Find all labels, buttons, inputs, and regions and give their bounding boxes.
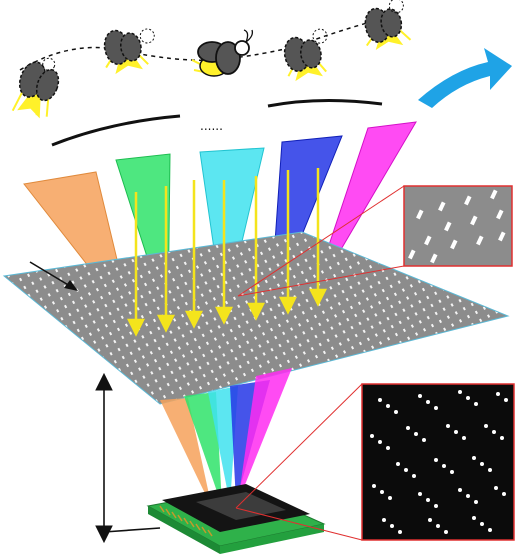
firefly-icon — [191, 29, 254, 77]
firefly-icon — [283, 28, 328, 82]
beam-cyan-lower — [208, 386, 238, 504]
beam-green-lower — [184, 392, 222, 506]
beam-magenta-lower — [238, 368, 292, 502]
image-sensor-chip — [146, 484, 326, 554]
beam-orange-lower — [160, 398, 212, 508]
firefly-icon — [103, 28, 155, 75]
group-bracket-right — [267, 98, 383, 108]
group-bracket-left — [51, 114, 181, 147]
yellow-ray-arrows — [126, 168, 328, 337]
ellipsis-mark: ...... — [200, 119, 223, 133]
motion-arrow-icon — [418, 48, 512, 108]
inset-sensor-zoom — [235, 383, 515, 541]
beam-cyan-upper — [199, 147, 265, 319]
mask-pointer-arrow — [29, 261, 78, 291]
firefly-icon — [11, 57, 60, 119]
distance-dimension-arrow — [95, 372, 161, 544]
inset-mask-zoom — [237, 185, 513, 297]
firefly-icon — [364, 0, 412, 51]
